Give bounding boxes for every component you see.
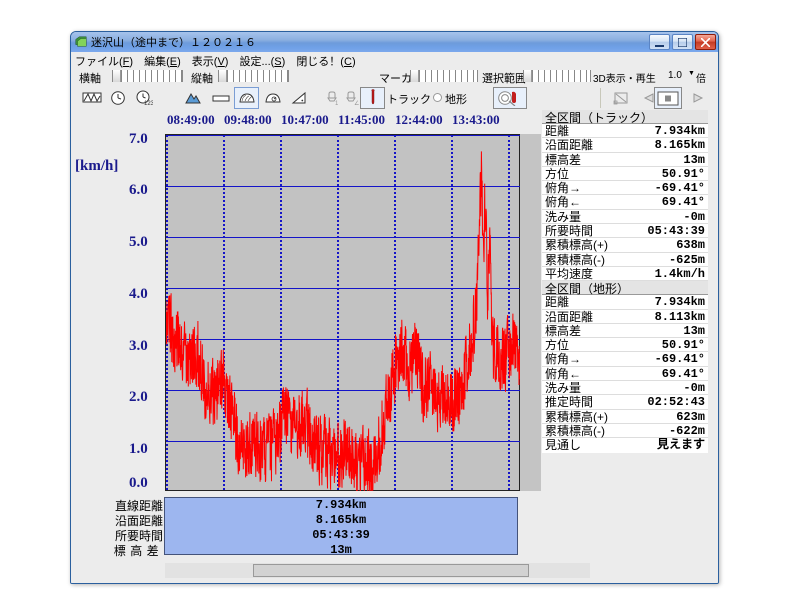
- svg-text:∠: ∠: [354, 100, 359, 106]
- svg-text:123: 123: [144, 101, 153, 106]
